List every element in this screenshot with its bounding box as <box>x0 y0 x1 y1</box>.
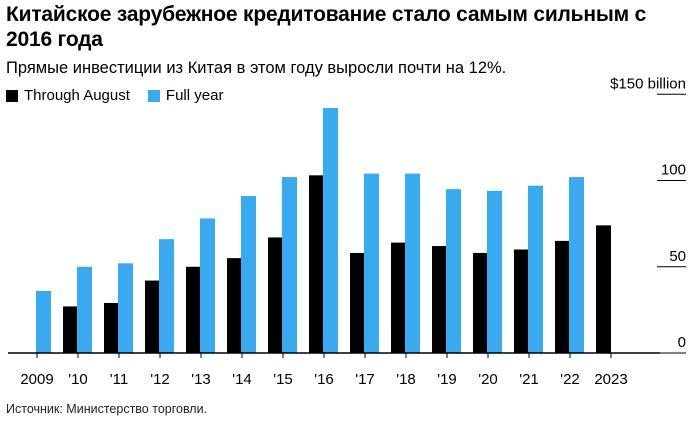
bar-through-august-8 <box>350 252 365 353</box>
bar-through-august-2 <box>104 302 119 353</box>
legend-swatch-full-year <box>147 90 160 102</box>
bar-through-august-13 <box>555 240 570 353</box>
x-tick-label-10: '19 <box>437 371 457 388</box>
bar-chart: $150 billion 100 50 0 2009 '10 '11 '12 '13 '14 '15… <box>8 75 686 388</box>
bar-full-year-7 <box>323 108 338 353</box>
legend-swatch-through-august <box>6 90 18 102</box>
legend-label-through-august: Through August <box>24 87 130 104</box>
bar-full-year-2 <box>118 263 133 353</box>
bar-full-year-9 <box>405 173 420 353</box>
legend-label-full-year: Full year <box>165 87 224 104</box>
y-tick-label-100: 100 <box>661 162 686 179</box>
bar-full-year-3 <box>159 239 174 353</box>
legend-item-full-year: Full year <box>147 87 224 105</box>
x-tick-label-9: '18 <box>396 371 416 388</box>
chart-title: Китайское зарубежное кредитование стало … <box>6 3 647 51</box>
source-note: Источник: Министерство торговли. <box>6 402 208 416</box>
bar-through-august-9 <box>391 242 406 353</box>
x-tick-label-1: '10 <box>68 371 88 388</box>
y-tick-label-150: $150 billion <box>610 75 686 92</box>
chart-subtitle: Прямые инвестиции из Китая в этом году в… <box>6 59 507 77</box>
x-tick-label-14: 2023 <box>594 371 627 388</box>
bar-full-year-1 <box>77 266 92 353</box>
bar-through-august-6 <box>268 237 283 353</box>
x-tick-label-2: '11 <box>110 371 128 388</box>
bar-through-august-4 <box>186 266 201 353</box>
bar-through-august-5 <box>227 258 242 353</box>
x-tick-label-13: '22 <box>560 371 580 388</box>
bar-full-year-10 <box>446 189 461 353</box>
bar-full-year-11 <box>487 190 502 353</box>
bar-full-year-12 <box>528 185 543 353</box>
x-tick-label-5: '14 <box>232 371 252 388</box>
bar-full-year-13 <box>569 177 584 353</box>
bar-through-august-12 <box>514 249 529 353</box>
bar-full-year-0 <box>36 290 51 353</box>
bar-through-august-10 <box>432 246 447 353</box>
bar-through-august-7 <box>309 175 324 353</box>
legend-item-through-august: Through August <box>6 87 130 105</box>
x-tick-label-3: '12 <box>150 371 170 388</box>
x-tick-label-6: '15 <box>273 371 293 388</box>
x-tick-label-0: 2009 <box>20 371 53 388</box>
bar-through-august-14 <box>596 225 611 353</box>
x-tick-label-4: '13 <box>191 371 211 388</box>
y-tick-label-0: 0 <box>678 334 686 351</box>
bar-through-august-1 <box>63 306 78 353</box>
bar-through-august-11 <box>473 252 488 353</box>
x-tick-label-11: '20 <box>478 371 498 388</box>
bar-full-year-4 <box>200 218 215 353</box>
bar-through-august-3 <box>145 280 160 353</box>
bar-full-year-5 <box>241 196 256 353</box>
x-tick-label-7: '16 <box>314 371 334 388</box>
chart-legend: Through August Full year <box>6 87 241 105</box>
bar-full-year-8 <box>364 173 379 353</box>
y-tick-label-50: 50 <box>669 248 686 265</box>
x-tick-label-8: '17 <box>355 371 375 388</box>
bar-full-year-6 <box>282 177 297 353</box>
x-tick-label-12: '21 <box>519 371 539 388</box>
